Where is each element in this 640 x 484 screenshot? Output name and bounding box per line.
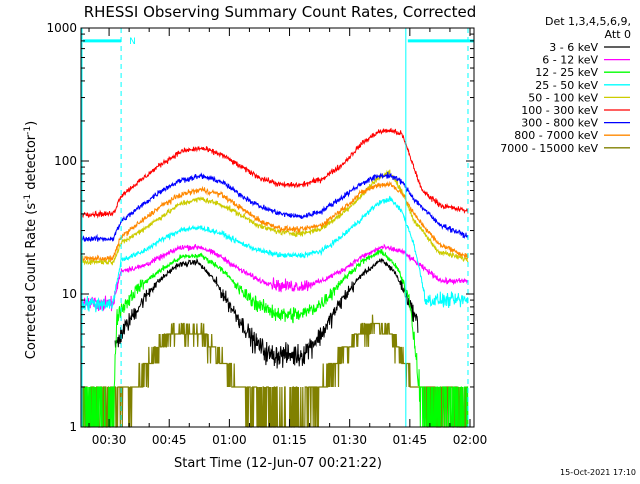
- series-line-3: [80, 195, 469, 313]
- x-tick-label: 00:30: [92, 433, 127, 447]
- x-tick-label: 01:30: [332, 433, 367, 447]
- y-tick-label: 100: [54, 154, 77, 168]
- x-axis-label: Start Time (12-Jun-07 00:21:22): [174, 456, 382, 471]
- series-line-4: [80, 169, 469, 266]
- series-line-8: [81, 314, 468, 428]
- x-tick-label: 00:45: [152, 433, 187, 447]
- y-tick-label: 1000: [46, 21, 77, 35]
- y-axis-label-main: Corrected Count Rate (s: [24, 203, 39, 360]
- y-axis-label-end: ): [24, 121, 39, 126]
- legend-label-4: 50 - 100 keV: [528, 91, 598, 104]
- series-line-1: [80, 243, 469, 312]
- x-tick-label: 01:15: [272, 433, 307, 447]
- x-tick-label: 01:45: [393, 433, 428, 447]
- y-tick-label: 10: [62, 287, 77, 301]
- plot-frame: [80, 27, 475, 428]
- legend-label-8: 7000 - 15000 keV: [500, 142, 598, 155]
- footer-timestamp: 15-Oct-2021 17:10: [560, 468, 636, 477]
- legend-label-5: 100 - 300 keV: [521, 104, 598, 117]
- legend-label-1: 6 - 12 keV: [542, 54, 598, 67]
- legend-label-3: 25 - 50 keV: [535, 79, 598, 92]
- legend-header-line2: Att 0: [605, 28, 631, 41]
- legend-label-2: 12 - 25 keV: [535, 66, 598, 79]
- y-axis-label-mid: detector: [24, 134, 39, 194]
- series-line-7: [80, 180, 469, 262]
- series-line-6: [80, 172, 469, 242]
- legend-label-7: 800 - 7000 keV: [514, 129, 598, 142]
- y-axis-label-sup1: -1: [23, 194, 33, 203]
- series-line-2: [81, 249, 469, 428]
- x-tick-label: 01:00: [212, 433, 247, 447]
- y-axis-label-sup2: -1: [23, 126, 33, 135]
- chart-title: RHESSI Observing Summary Count Rates, Co…: [84, 3, 477, 21]
- y-tick-label: 1: [69, 420, 77, 434]
- night-marker-label: N: [129, 37, 136, 47]
- series-line-5: [80, 127, 469, 219]
- legend-label-0: 3 - 6 keV: [549, 41, 598, 54]
- svg-text:Corrected Count Rate (s-1 dete: Corrected Count Rate (s-1 detector-1): [23, 121, 39, 359]
- y-axis-label: Corrected Count Rate (s-1 detector-1): [23, 121, 39, 359]
- x-tick-label: 02:00: [453, 433, 488, 447]
- legend-header-line1: Det 1,3,4,5,6,9,: [545, 15, 631, 28]
- legend-label-6: 300 - 800 keV: [521, 117, 598, 130]
- series-line-0: [114, 257, 419, 369]
- plot-area: N 1 10 100 1000 00:30 00:45 01:00 01:15 01:30 01:4…: [46, 21, 487, 447]
